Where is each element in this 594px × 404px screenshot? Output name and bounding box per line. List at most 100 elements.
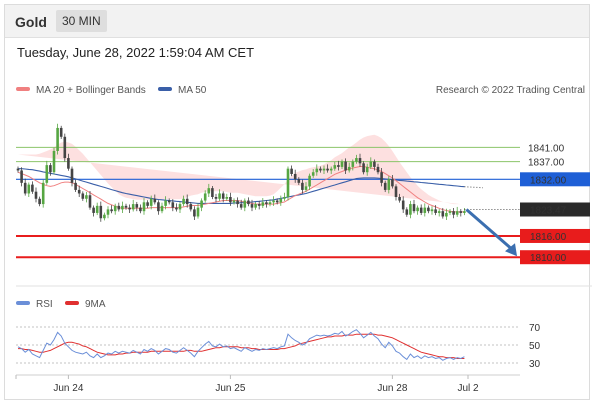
x-tick-label: Jun 24: [53, 383, 83, 394]
candle-body: [185, 198, 189, 205]
candle-body: [416, 207, 419, 212]
candle-body: [394, 186, 398, 197]
candle-body: [355, 158, 358, 162]
candle-body: [239, 204, 243, 208]
candle-body: [311, 172, 315, 176]
candle-body: [211, 188, 214, 197]
candle-body: [38, 198, 41, 205]
timeframe-button[interactable]: 30 MIN: [56, 10, 107, 32]
candle-body: [153, 198, 157, 203]
candle-body: [322, 168, 326, 171]
rsi-legend-label: RSI: [36, 299, 53, 310]
candle-body: [236, 200, 239, 205]
candle-body: [373, 161, 376, 167]
candle-body: [254, 204, 257, 208]
candle-body: [196, 207, 200, 217]
candle-body: [74, 182, 77, 190]
candle-body: [340, 161, 344, 167]
candle-body: [16, 168, 20, 171]
candle-body: [27, 184, 31, 194]
level-tag-s1: [520, 228, 590, 243]
candle-body: [283, 197, 286, 199]
candle-body: [315, 168, 319, 173]
rsi-ma-line: [18, 333, 465, 359]
candle-body: [383, 182, 387, 190]
candle-body: [362, 163, 365, 173]
candle-body: [412, 204, 416, 212]
candle-body: [110, 209, 113, 212]
candle-body: [157, 202, 160, 212]
candle-body: [391, 179, 394, 187]
candle-body: [250, 204, 254, 208]
candle-body: [272, 200, 275, 203]
candle-body: [189, 204, 193, 210]
level-tag-pivot: [520, 172, 590, 187]
candle-body: [149, 198, 153, 206]
candle-body: [247, 200, 250, 205]
candle-body: [445, 212, 448, 217]
candle-body: [279, 198, 283, 203]
ma50-extension: [464, 186, 484, 189]
chart-header: Gold 30 MIN: [5, 5, 589, 38]
candle-body: [441, 211, 445, 217]
candle-body: [286, 168, 290, 197]
candle-body: [178, 204, 182, 210]
candle-body: [430, 209, 434, 212]
rsi-tick-label: 30: [529, 359, 541, 370]
candle-body: [92, 207, 95, 213]
candle-body: [448, 211, 452, 213]
candle-body: [23, 182, 27, 194]
candle-body: [459, 211, 463, 213]
candle-body: [293, 173, 297, 180]
level-label-pivot: 1832.00: [530, 175, 567, 186]
candle-body: [423, 207, 427, 213]
candle-body: [106, 209, 110, 215]
candle-body: [121, 205, 124, 210]
candle-body: [297, 179, 301, 183]
candle-body: [268, 202, 272, 205]
candle-body: [182, 198, 185, 205]
candle-body: [52, 150, 56, 173]
chart-widget: Gold 30 MIN Tuesday, June 28, 2022 1:59:…: [4, 4, 590, 400]
candle-body: [437, 211, 441, 213]
candle-body: [452, 211, 455, 215]
last-price-label: 1823.47: [530, 206, 567, 217]
candle-body: [193, 209, 196, 217]
timestamp: Tuesday, June 28, 2022 1:59:04 AM CET: [17, 45, 255, 60]
candle-body: [358, 158, 362, 164]
candle-body: [113, 205, 117, 212]
rsi-legend-swatch: [16, 301, 30, 305]
rsi-ma-legend-swatch: [65, 301, 79, 305]
rsi-tick-label: 50: [529, 341, 541, 352]
candle-body: [81, 193, 85, 199]
candle-body: [20, 170, 23, 183]
candle-body: [261, 202, 265, 206]
candle-body: [409, 204, 412, 215]
candle-body: [455, 211, 459, 215]
level-tag-s2: [520, 250, 590, 265]
candle-body: [419, 207, 423, 213]
candle-body: [59, 127, 63, 137]
candle-body: [225, 197, 229, 199]
candle-body: [337, 165, 340, 167]
ma20-legend-swatch: [16, 87, 30, 91]
candle-body: [41, 182, 45, 205]
x-tick-label: Jun 25: [215, 383, 245, 394]
candle-body: [243, 200, 247, 208]
candle-body: [347, 166, 351, 171]
forecast-arrow-shaft: [465, 208, 513, 251]
candle-body: [380, 172, 383, 183]
candle-body: [304, 186, 308, 190]
candle-body: [351, 161, 355, 167]
candle-body: [401, 200, 405, 210]
candle-body: [218, 193, 221, 199]
level-label-s1: 1816.00: [530, 232, 567, 243]
last-price-tag: [520, 202, 590, 217]
candle-body: [319, 168, 322, 171]
candle-body: [275, 200, 279, 203]
candle-body: [257, 204, 261, 206]
candle-body: [232, 200, 236, 203]
candle-body: [365, 166, 369, 173]
candle-body: [333, 165, 337, 169]
